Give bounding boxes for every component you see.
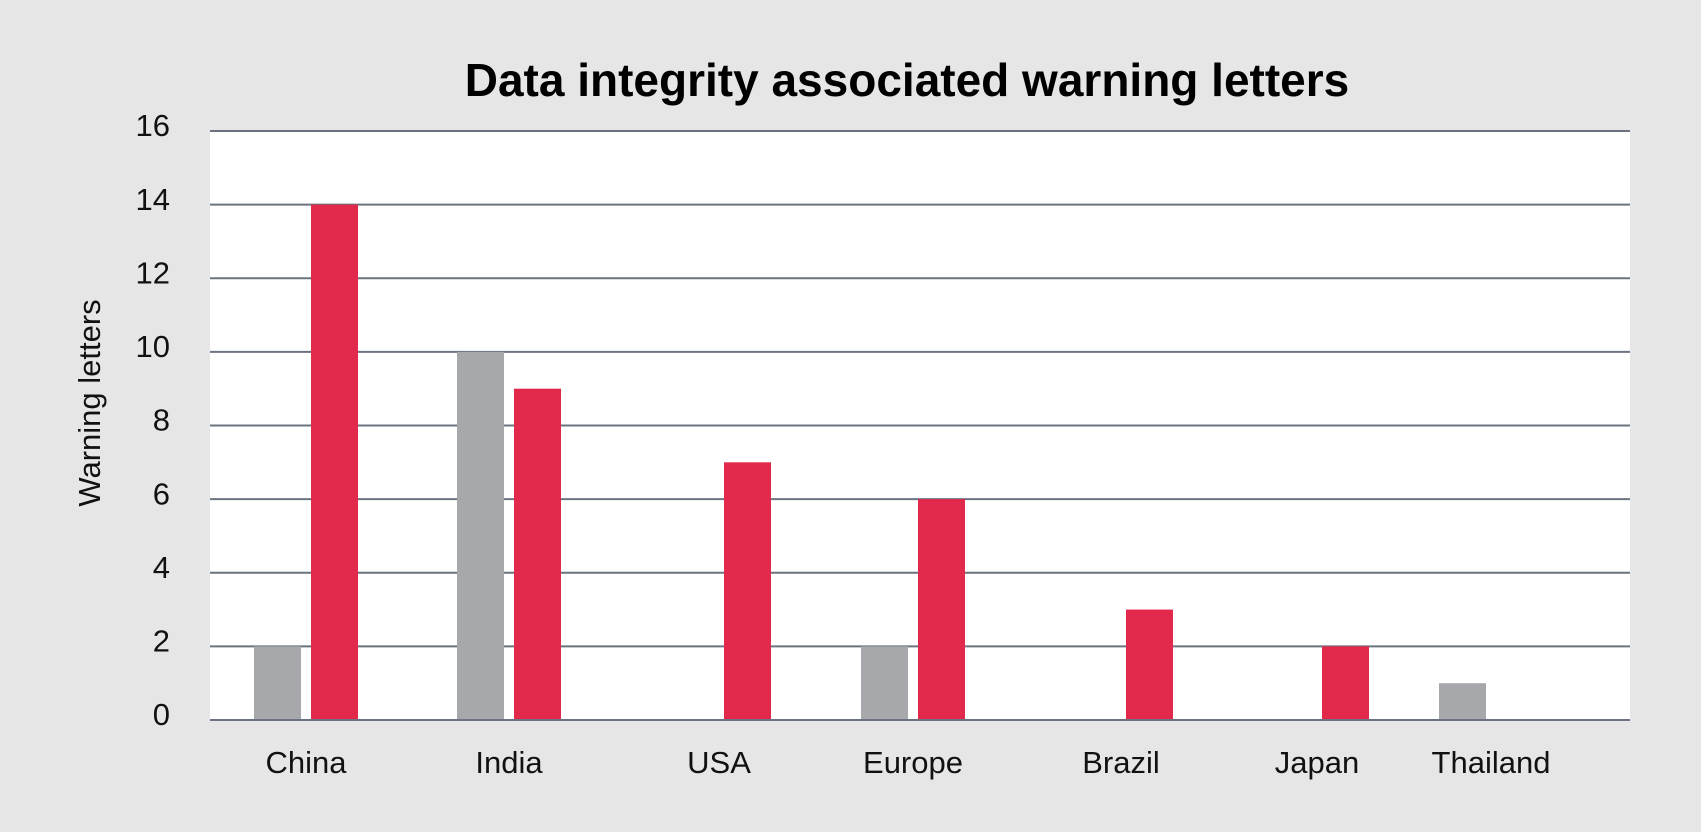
x-category-label: Brazil (1082, 745, 1160, 780)
y-tick-label: 2 (153, 624, 170, 659)
x-category-label: Thailand (1432, 745, 1551, 780)
bar-thailand-series-1 (1439, 683, 1486, 720)
y-axis-label: Warning letters (72, 299, 107, 506)
chart-title: Data integrity associated warning letter… (465, 54, 1350, 106)
x-category-label: Europe (863, 745, 963, 780)
y-tick-label: 0 (153, 697, 170, 732)
bar-brazil-series-2 (1126, 609, 1173, 720)
y-tick-label: 12 (136, 255, 170, 290)
x-category-label: China (266, 745, 348, 780)
x-category-label: USA (687, 745, 751, 780)
bar-europe-series-1 (861, 646, 908, 720)
bars (210, 204, 1630, 721)
bar-china-series-2 (311, 204, 358, 720)
y-tick-label: 8 (153, 403, 170, 438)
x-category-label: India (475, 745, 543, 780)
y-tick-labels: 0 2 4 6 8 10 12 14 16 (136, 108, 170, 732)
y-tick-label: 10 (136, 329, 170, 364)
x-category-label: Japan (1275, 745, 1359, 780)
y-tick-label: 6 (153, 476, 170, 511)
bar-europe-series-2 (918, 499, 965, 720)
bar-india-series-1 (457, 351, 504, 720)
bar-japan-series-2 (1322, 646, 1369, 720)
y-tick-label: 14 (136, 182, 170, 217)
x-category-labels: China India USA Europe Brazil Japan Thailand (266, 745, 1551, 780)
y-tick-label: 4 (153, 550, 170, 585)
y-tick-label: 16 (136, 108, 170, 143)
bar-india-series-2 (514, 388, 561, 720)
bar-usa-series-2 (724, 462, 771, 720)
bar-china-series-1 (254, 646, 301, 720)
